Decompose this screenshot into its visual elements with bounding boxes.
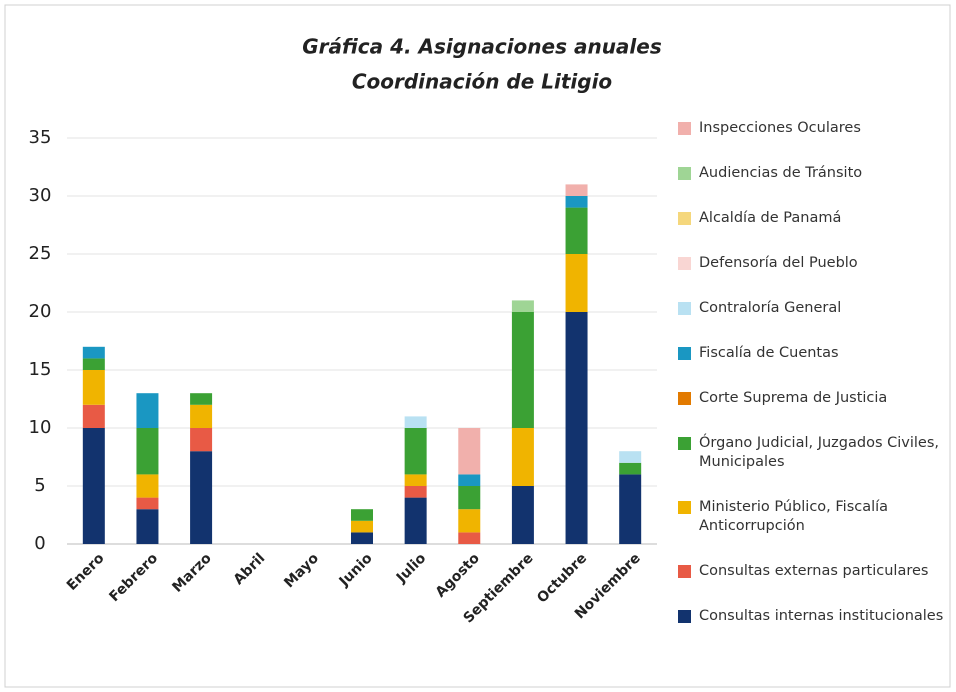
legend-label: Ministerio Público, Fiscalía Anticorrupc… <box>699 499 889 534</box>
x-tick-label: Julio <box>393 550 430 587</box>
bar-segment <box>458 474 481 486</box>
bar-segment <box>190 404 213 428</box>
bar-segment <box>82 404 105 428</box>
x-tick-label: Marzo <box>169 550 215 596</box>
legend-swatch <box>678 167 691 180</box>
x-tick-label: Agosto <box>433 550 484 601</box>
bar-segment <box>404 486 427 498</box>
legend-item: Ministerio Público, Fiscalía Anticorrupc… <box>678 498 950 536</box>
legend-label: Consultas internas institucionales <box>699 608 944 624</box>
bar-segment <box>511 428 534 486</box>
legend-label: Corte Suprema de Justicia <box>699 390 888 406</box>
legend-swatch <box>678 565 691 578</box>
bar-segment <box>136 428 159 475</box>
legend-item: Inspecciones Oculares <box>678 119 950 138</box>
bar-segment <box>458 532 481 544</box>
bar-segment <box>565 312 588 544</box>
bar-segment <box>190 428 213 452</box>
x-tick-label: Mayo <box>281 550 322 591</box>
y-tick-label: 0 <box>34 533 45 554</box>
bar-segment <box>404 428 427 475</box>
legend-item: Fiscalía de Cuentas <box>678 344 950 363</box>
x-tick-label: Junio <box>336 550 376 590</box>
bar-segment <box>619 474 642 544</box>
bar-segment <box>351 532 373 544</box>
legend-item: Consultas externas particulares <box>678 562 950 581</box>
legend-item: Órgano Judicial, Juzgados Civiles, Munic… <box>678 434 950 472</box>
bar-segment <box>190 393 213 405</box>
legend-item: Audiencias de Tránsito <box>678 164 950 183</box>
y-tick-label: 5 <box>34 475 45 496</box>
bar-segment <box>136 497 159 510</box>
bar-segment <box>511 300 534 312</box>
bar-segment <box>82 358 105 370</box>
bar-segment <box>82 346 105 359</box>
bar-segment <box>404 416 427 428</box>
legend-label: Inspecciones Oculares <box>699 120 861 136</box>
legend-item: Contraloría General <box>678 299 950 318</box>
bar-segment <box>136 393 159 428</box>
legend-item: Corte Suprema de Justicia <box>678 389 950 408</box>
bar-segment <box>82 370 105 405</box>
bar-segment <box>458 428 481 475</box>
legend-label: Consultas externas particulares <box>699 563 929 579</box>
legend-swatch <box>678 122 691 135</box>
x-tick-label: Abril <box>231 550 269 588</box>
legend-swatch <box>678 347 691 360</box>
bar-segment <box>404 474 427 486</box>
legend-swatch <box>678 302 691 315</box>
legend-swatch <box>678 437 691 450</box>
bar-segment <box>351 509 373 521</box>
legend-swatch <box>678 257 691 270</box>
bar-segment <box>565 207 588 254</box>
bar-segment <box>565 196 588 208</box>
legend-swatch <box>678 501 691 514</box>
bar-segment <box>351 520 373 533</box>
x-tick-label: Febrero <box>106 550 161 605</box>
bar-segment <box>511 486 534 544</box>
x-tick-label: Enero <box>64 550 108 594</box>
legend-label: Alcaldía de Panamá <box>699 210 842 226</box>
legend-label: Órgano Judicial, Juzgados Civiles, Munic… <box>699 435 939 470</box>
bar-segment <box>619 462 642 475</box>
bar-segment <box>565 184 588 196</box>
y-tick-label: 35 <box>29 127 52 148</box>
legend-label: Fiscalía de Cuentas <box>699 345 839 361</box>
legend-item: Alcaldía de Panamá <box>678 209 950 228</box>
legend-swatch <box>678 610 691 623</box>
legend: Inspecciones Oculares Audiencias de Tráns… <box>678 119 950 626</box>
frame <box>4 4 951 688</box>
chart-subtitle: Coordinación de Litigio <box>352 70 613 94</box>
bar-segment <box>511 312 534 428</box>
bar-segment <box>404 497 427 544</box>
bar-segment <box>136 509 159 544</box>
chart-title: Gráfica 4. Asignaciones anuales <box>302 35 662 59</box>
bar-segment <box>82 428 105 544</box>
legend-item: Defensoría del Pueblo <box>678 254 950 273</box>
bar-segment <box>458 486 481 510</box>
y-tick-label: 15 <box>29 359 52 380</box>
legend-label: Contraloría General <box>699 300 842 316</box>
bar-segment <box>136 474 159 498</box>
legend-swatch <box>678 212 691 225</box>
bar-segment <box>190 451 213 544</box>
y-tick-label: 10 <box>29 417 52 438</box>
x-tick-label: Octubre <box>534 550 590 606</box>
legend-item: Consultas internas institucionales <box>678 607 950 626</box>
bar-segment <box>458 509 481 533</box>
y-tick-label: 25 <box>29 243 52 264</box>
legend-label: Audiencias de Tránsito <box>699 165 863 181</box>
bar-segment <box>619 451 642 463</box>
y-tick-label: 20 <box>29 301 52 322</box>
y-tick-label: 30 <box>29 185 52 206</box>
legend-swatch <box>678 392 691 405</box>
legend-label: Defensoría del Pueblo <box>699 255 858 271</box>
bar-segment <box>565 254 588 312</box>
